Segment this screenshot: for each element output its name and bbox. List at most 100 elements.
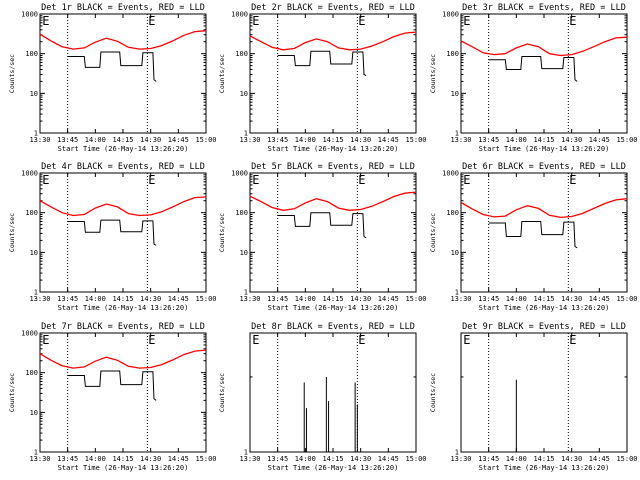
x-tick-label: 14:15 [533,455,554,463]
y-tick-label: 1 [34,449,38,457]
y-tick-label: 1000 [231,11,248,19]
series-lld-line [39,30,207,50]
plot-frame [39,172,207,293]
series-lld-line [249,31,417,51]
plot-frame [39,332,207,453]
event-marker-e: E [42,173,49,187]
x-tick-label: 14:00 [506,136,527,144]
y-tick-label: 1 [455,449,459,457]
x-tick-label: 14:45 [378,455,399,463]
x-tick-label: 15:00 [616,455,637,463]
x-tick-label: 13:45 [57,295,78,303]
y-tick-label: 10 [30,249,38,257]
x-tick-label: 14:30 [561,455,582,463]
series-lld-line [39,196,207,217]
y-tick-label: 10 [30,409,38,417]
x-tick-label: 14:30 [140,136,161,144]
series-events-line [488,56,578,82]
x-tick-label: 15:00 [616,295,637,303]
x-tick-label: 14:45 [168,136,189,144]
x-tick-label: 14:15 [322,136,343,144]
y-tick-label: 1000 [442,170,459,178]
panel-title: Det 8r BLACK = Events, RED = LLD [251,322,415,332]
y-tick-label: 1 [244,289,248,297]
x-axis-label: Start Time (26-May-14 13:26:20) [479,464,610,472]
y-tick-label: 100 [235,209,248,217]
x-tick-label: 13:30 [450,455,471,463]
x-tick-label: 14:00 [295,295,316,303]
x-tick-label: 15:00 [616,136,637,144]
series-lld-line [249,191,417,211]
y-tick-label: 1 [455,289,459,297]
x-tick-label: 14:00 [506,455,527,463]
y-axis-label: Counts/sec [429,373,437,412]
y-axis-label: Counts/sec [8,213,16,252]
event-marker-e: E [569,14,576,28]
y-tick-label: 10 [240,249,248,257]
x-axis-label: Start Time (26-May-14 13:26:20) [58,304,189,312]
y-axis-label: Counts/sec [8,54,16,93]
event-marker-e: E [42,14,49,28]
event-marker-e: E [252,14,259,28]
y-axis-label: Counts/sec [8,373,16,412]
x-tick-label: 14:15 [533,136,554,144]
event-marker-e: E [358,14,365,28]
x-tick-label: 13:45 [57,455,78,463]
y-tick-label: 100 [25,50,38,58]
x-tick-label: 14:00 [295,455,316,463]
x-tick-label: 14:15 [112,455,133,463]
x-axis-label: Start Time (26-May-14 13:26:20) [268,145,399,153]
y-tick-label: 1000 [442,11,459,19]
series-events-line [277,50,367,77]
x-tick-label: 14:45 [378,295,399,303]
x-tick-label: 15:00 [195,455,216,463]
event-marker-e: E [569,173,576,187]
y-tick-label: 100 [25,209,38,217]
y-tick-label: 1 [34,289,38,297]
x-axis-label: Start Time (26-May-14 13:26:20) [58,464,189,472]
x-tick-label: 14:30 [561,295,582,303]
x-tick-label: 13:30 [450,136,471,144]
x-tick-label: 15:00 [405,455,426,463]
x-tick-label: 14:30 [350,295,371,303]
event-marker-e: E [42,333,49,347]
x-tick-label: 14:15 [112,136,133,144]
event-marker-e: E [252,333,259,347]
x-tick-label: 13:30 [239,295,260,303]
event-marker-e: E [252,173,259,187]
panel-title: Det 3r BLACK = Events, RED = LLD [462,3,626,13]
event-marker-e: E [463,14,470,28]
x-tick-label: 14:15 [322,295,343,303]
x-tick-label: 15:00 [195,136,216,144]
x-tick-label: 14:00 [85,295,106,303]
x-tick-label: 14:15 [322,455,343,463]
y-axis-label: Counts/sec [218,373,226,412]
x-tick-label: 13:45 [478,295,499,303]
series-lld-line [460,198,628,219]
panel-title: Det 9r BLACK = Events, RED = LLD [462,322,626,332]
x-tick-label: 13:45 [478,455,499,463]
y-tick-label: 1000 [21,330,38,338]
y-tick-label: 100 [446,209,459,217]
x-tick-label: 13:30 [239,136,260,144]
plot-frame [460,13,628,134]
panel-title: Det 6r BLACK = Events, RED = LLD [462,162,626,172]
plot-frame [249,332,417,453]
x-tick-label: 14:00 [295,136,316,144]
x-tick-label: 13:45 [267,295,288,303]
x-tick-label: 14:45 [589,455,610,463]
event-marker-e: E [358,173,365,187]
x-axis-label: Start Time (26-May-14 13:26:20) [479,304,610,312]
x-tick-label: 14:30 [140,455,161,463]
event-marker-e: E [463,173,470,187]
event-marker-e: E [463,333,470,347]
plot-frame [460,172,628,293]
x-tick-label: 14:45 [168,455,189,463]
x-tick-label: 14:30 [350,455,371,463]
